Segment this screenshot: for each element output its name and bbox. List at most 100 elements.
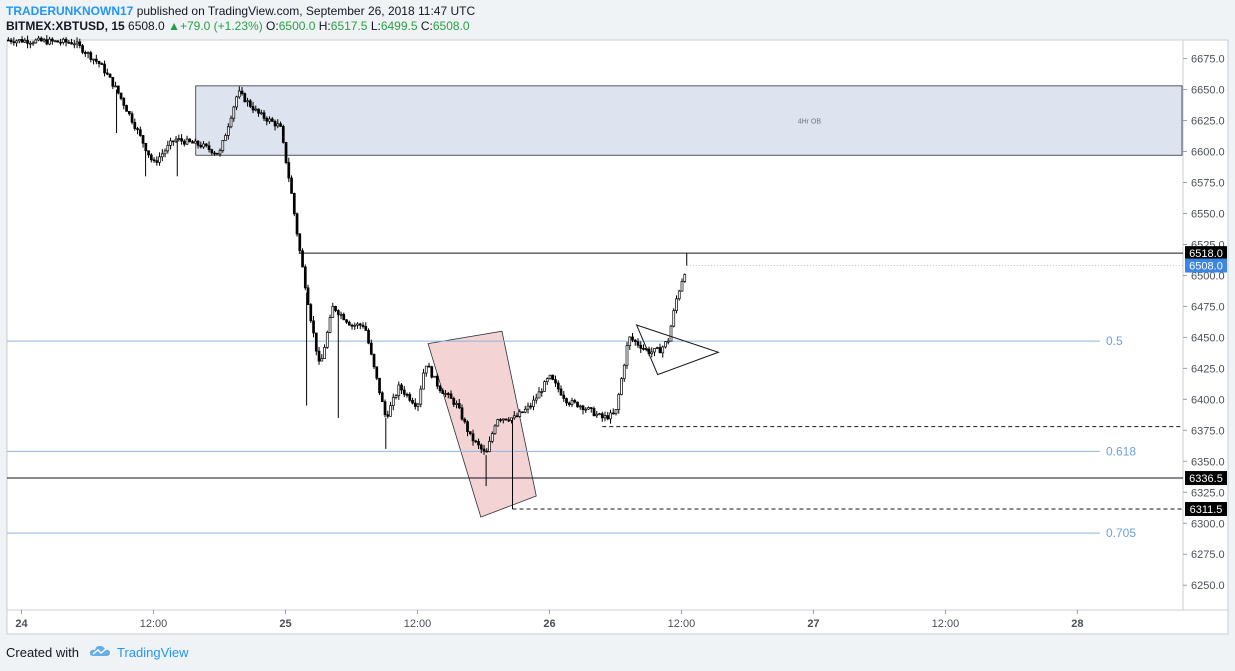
candle: [419, 385, 423, 408]
x-tick-label: 27: [807, 618, 819, 630]
candle: [248, 99, 252, 109]
candle: [105, 68, 109, 76]
candle-body-down: [303, 266, 307, 289]
candle-body-down: [119, 92, 123, 99]
candle: [243, 92, 247, 103]
candle: [375, 366, 379, 381]
candle-body-down: [116, 85, 120, 94]
candle-body-down: [466, 421, 469, 432]
candle: [169, 137, 172, 150]
candle: [397, 381, 401, 400]
candle-body-down: [411, 399, 414, 404]
candle: [367, 328, 370, 345]
candle: [28, 40, 32, 49]
candle: [303, 264, 307, 291]
candle-body-down: [361, 324, 365, 327]
candle-body-down: [515, 415, 519, 418]
candle-body-up: [496, 419, 500, 427]
candle-body-up: [389, 405, 392, 417]
candle-body-down: [125, 105, 128, 112]
time-axis[interactable]: [6, 609, 1229, 635]
y-tick-label: 6600.0: [1191, 147, 1225, 159]
candle-body-down: [375, 366, 379, 379]
candle-body-up: [235, 96, 238, 108]
candle: [532, 395, 535, 411]
candle-body-down: [559, 388, 563, 396]
high-value: 6517.5: [330, 19, 368, 33]
candle-body-down: [383, 401, 387, 416]
dashed-price-label-bg: [1185, 502, 1227, 517]
candle-body-up: [353, 324, 357, 327]
tradingview-cloud-icon[interactable]: [89, 645, 111, 660]
candle-body-up: [653, 348, 656, 353]
candle-body-down: [152, 159, 156, 162]
candle-body-down: [529, 405, 533, 408]
candle-body-down: [105, 72, 109, 75]
candle-body-down: [477, 441, 480, 446]
candle-body-down: [171, 140, 175, 143]
candle-body-down: [301, 250, 304, 268]
candle: [565, 397, 568, 407]
candle: [499, 418, 502, 423]
candle-body-down: [56, 40, 60, 43]
candle-body-up: [158, 156, 161, 163]
y-tick-label: 6300.0: [1191, 518, 1225, 530]
candle: [97, 60, 101, 68]
candle: [166, 140, 170, 154]
candle-body-up: [444, 393, 447, 395]
order-block-label: 4Hr OB: [798, 119, 822, 126]
candle: [119, 92, 123, 101]
candle-body-down: [380, 392, 384, 403]
candle: [306, 284, 310, 306]
candle-body-down: [103, 63, 106, 74]
candle: [364, 322, 368, 331]
candle: [625, 341, 629, 369]
candle-body-down: [378, 377, 381, 394]
candle-body-down: [474, 440, 478, 443]
candle: [149, 153, 153, 163]
candle: [273, 119, 277, 131]
candle: [265, 116, 269, 126]
y-tick-label: 6675.0: [1191, 54, 1225, 66]
candle-body-down: [430, 366, 434, 378]
y-tick-label: 6650.0: [1191, 85, 1225, 97]
candle-body-down: [402, 389, 406, 395]
candle: [413, 398, 417, 410]
candle: [116, 85, 120, 95]
candle: [270, 117, 274, 122]
candle: [122, 96, 126, 110]
candle-body-up: [75, 41, 79, 45]
author-name[interactable]: TRADERUNKNOWN17: [6, 4, 134, 18]
candle: [521, 411, 524, 414]
candle: [512, 411, 516, 420]
candle: [573, 398, 577, 404]
candle-body-down: [479, 444, 483, 450]
candle-body-down: [130, 113, 134, 123]
candle: [295, 212, 299, 237]
tradingview-brand-link[interactable]: TradingView: [116, 645, 189, 660]
candle: [26, 35, 29, 49]
candle-body-up: [543, 381, 546, 392]
candle-body-down: [554, 379, 557, 384]
candle: [59, 38, 62, 46]
candle-body-down: [485, 450, 489, 453]
candle: [529, 402, 533, 410]
candle-body-up: [328, 317, 332, 333]
candle-body-up: [622, 364, 626, 379]
candle: [279, 121, 282, 127]
candle: [540, 388, 544, 397]
candle: [215, 152, 219, 155]
candle-body-up: [595, 413, 599, 417]
candle-body-down: [581, 405, 585, 411]
candle-body-up: [545, 378, 549, 383]
candle: [86, 51, 90, 59]
candle: [567, 401, 571, 407]
candle: [562, 390, 566, 402]
candle-body-up: [320, 358, 324, 362]
symbol-label[interactable]: BITMEX:XBTUSD, 15: [6, 19, 125, 33]
candle: [554, 375, 557, 387]
candle-body-down: [562, 394, 566, 399]
candle: [581, 404, 585, 415]
y-tick-label: 6325.0: [1191, 487, 1225, 499]
